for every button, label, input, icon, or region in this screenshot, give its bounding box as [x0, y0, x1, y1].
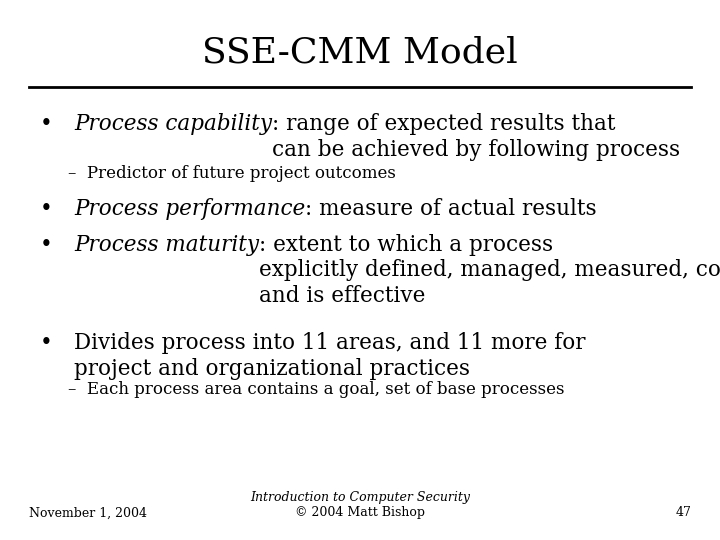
Text: •: •	[40, 198, 53, 220]
Text: Introduction to Computer Security: Introduction to Computer Security	[250, 491, 470, 504]
Text: Divides process into 11 areas, and 11 more for
project and organizational practi: Divides process into 11 areas, and 11 mo…	[74, 332, 585, 380]
Text: –  Each process area contains a goal, set of base processes: – Each process area contains a goal, set…	[68, 381, 565, 397]
Text: •: •	[40, 234, 53, 256]
Text: •: •	[40, 332, 53, 354]
Text: : extent to which a process
explicitly defined, managed, measured, controlled,
a: : extent to which a process explicitly d…	[259, 234, 720, 307]
Text: : range of expected results that
can be achieved by following process: : range of expected results that can be …	[272, 113, 680, 161]
Text: SSE-CMM Model: SSE-CMM Model	[202, 35, 518, 69]
Text: –  Predictor of future project outcomes: – Predictor of future project outcomes	[68, 165, 396, 181]
Text: 47: 47	[675, 507, 691, 519]
Text: Process maturity: Process maturity	[74, 234, 259, 256]
Text: Process capability: Process capability	[74, 113, 272, 136]
Text: Process performance: Process performance	[74, 198, 305, 220]
Text: •: •	[40, 113, 53, 136]
Text: November 1, 2004: November 1, 2004	[29, 507, 147, 519]
Text: © 2004 Matt Bishop: © 2004 Matt Bishop	[295, 507, 425, 519]
Text: : measure of actual results: : measure of actual results	[305, 198, 597, 220]
